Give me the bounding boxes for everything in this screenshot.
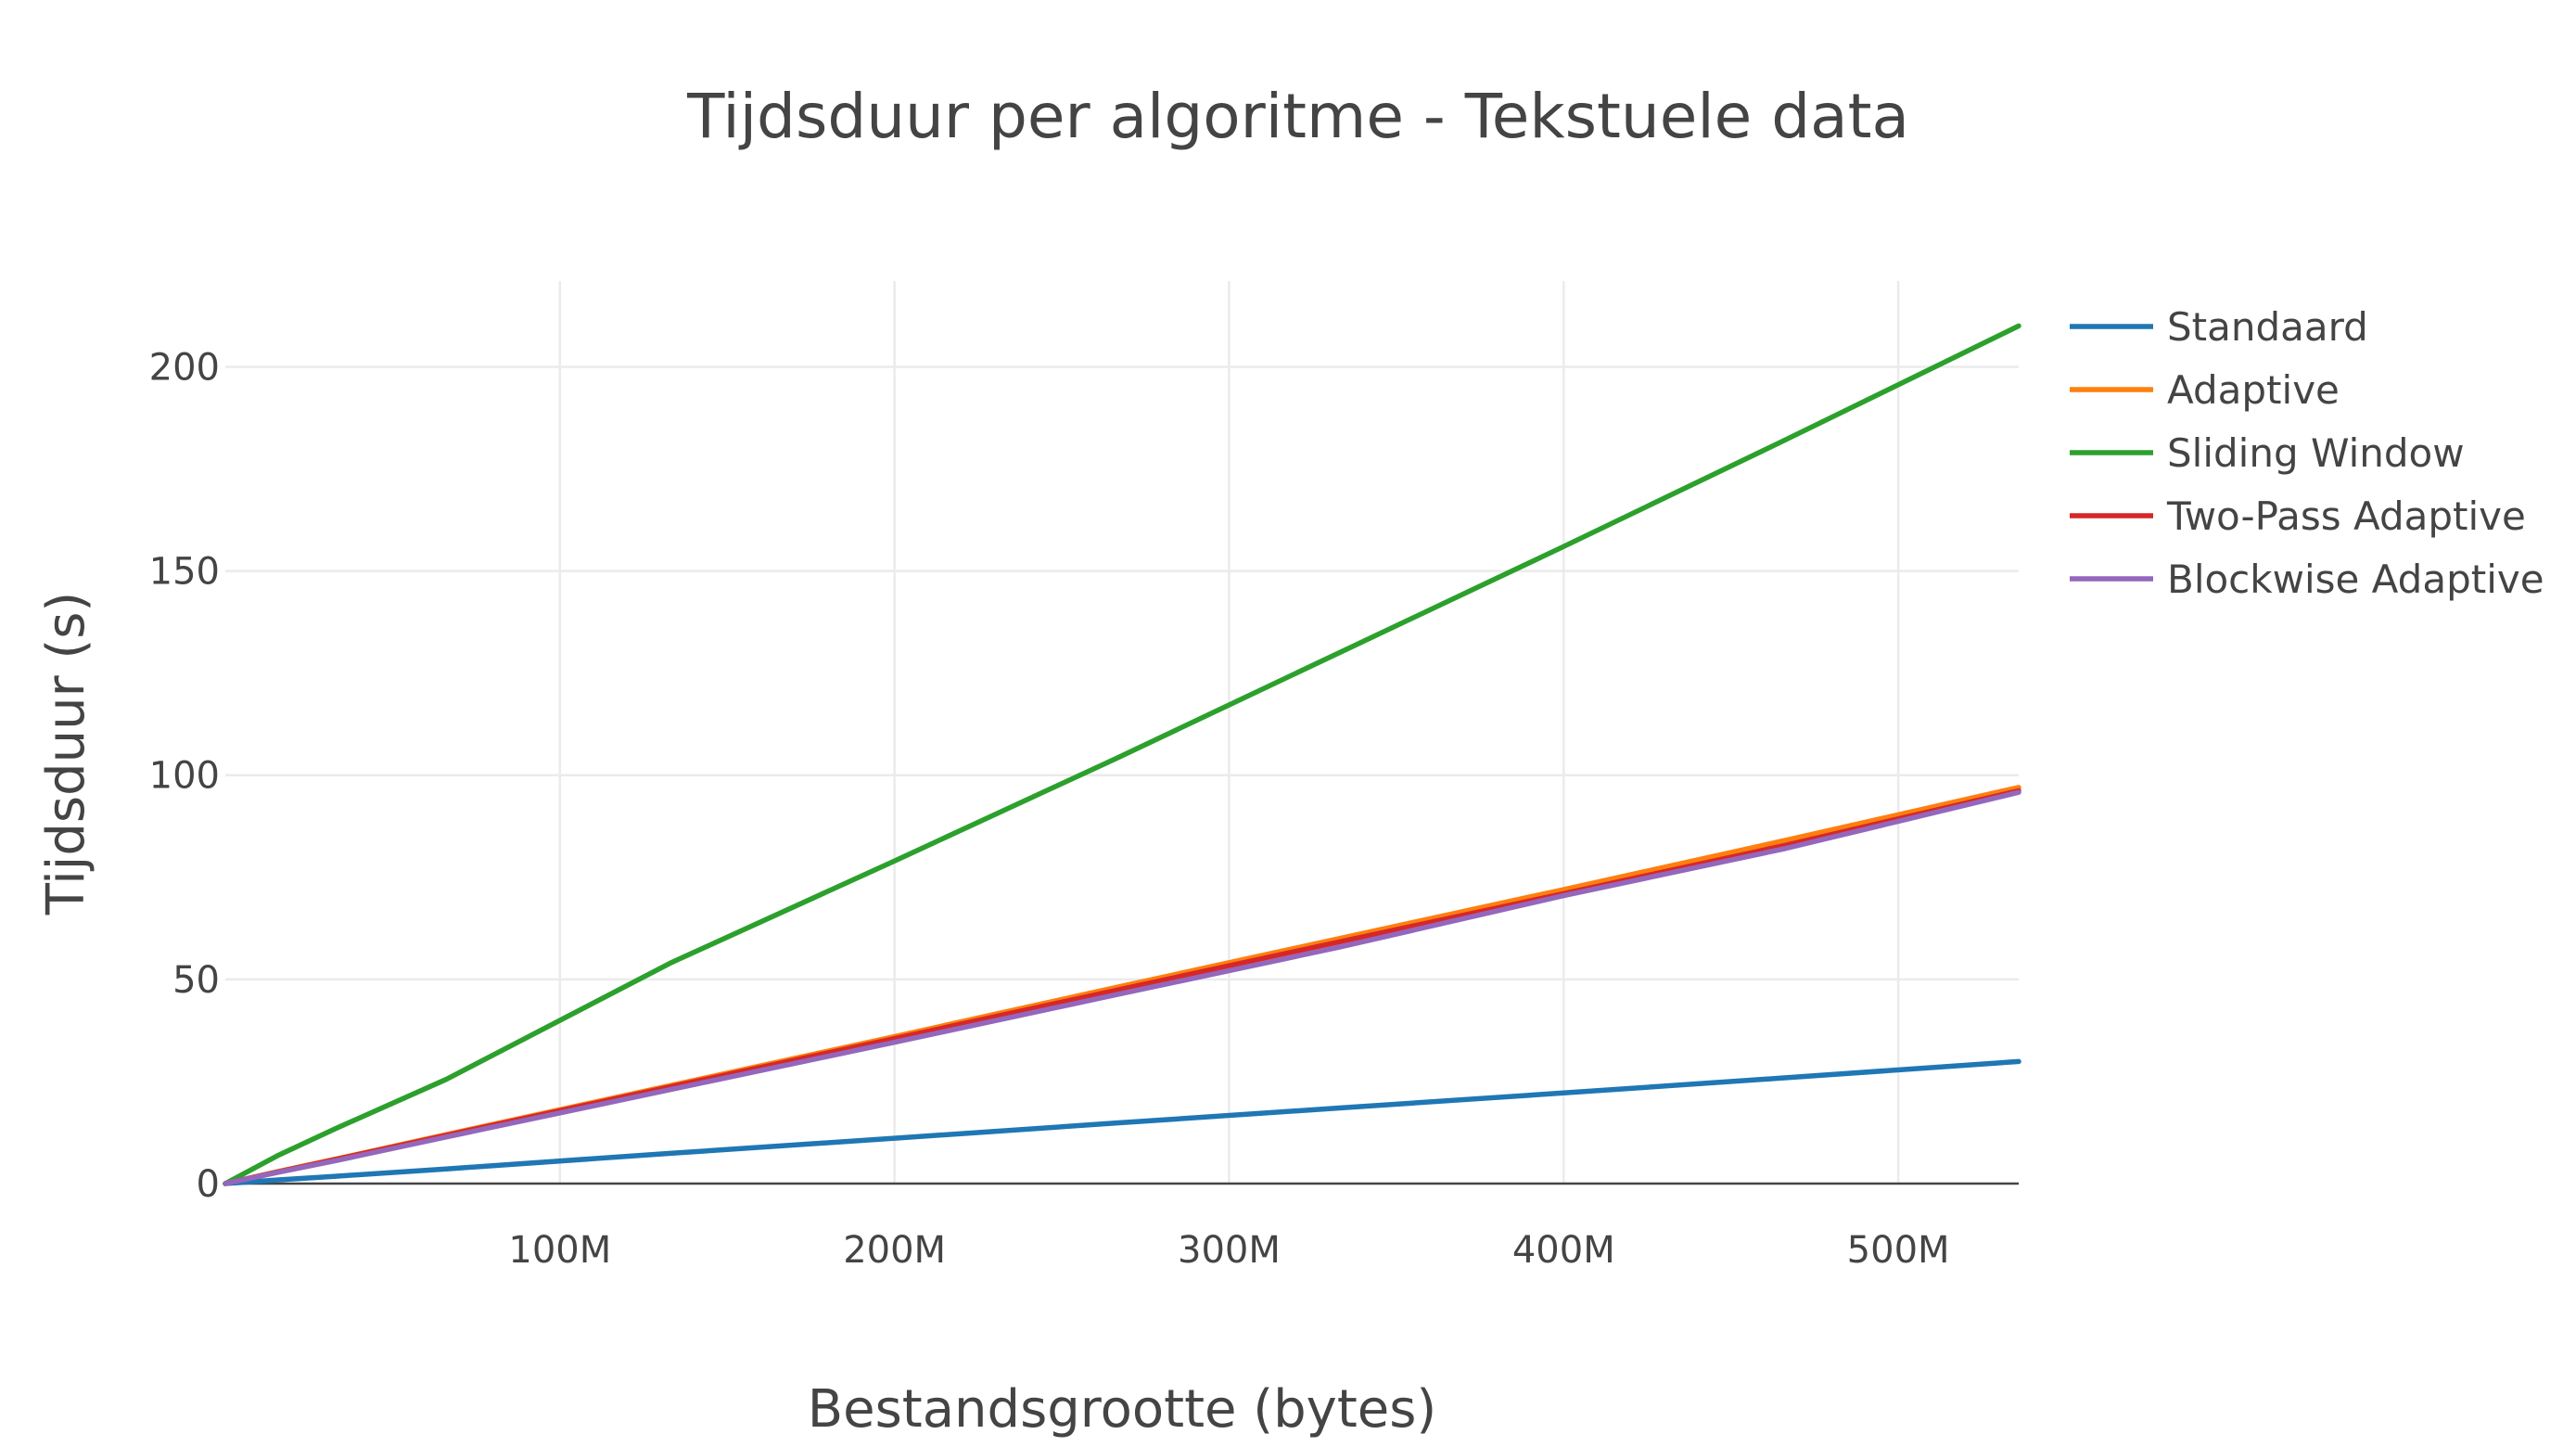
series-line-standaard (223, 1058, 2021, 1186)
y-tick-label: 200 (149, 346, 220, 389)
legend[interactable]: Standaard Adaptive Sliding Window Two-Pass … (2070, 304, 2544, 602)
legend-label: Blockwise Adaptive (2167, 557, 2544, 602)
legend-label: Adaptive (2167, 367, 2340, 413)
x-tick-label: 300M (1178, 1229, 1281, 1272)
x-axis-ticks: 100M 200M 300M 400M 500M (508, 1229, 1949, 1272)
legend-label: Two-Pass Adaptive (2166, 493, 2526, 539)
x-tick-label: 100M (508, 1229, 611, 1272)
series-layer (223, 323, 2021, 1186)
y-tick-label: 150 (149, 551, 220, 594)
legend-item[interactable]: Standaard (2070, 304, 2368, 350)
x-tick-label: 400M (1512, 1229, 1615, 1272)
series-line-sliding-window (223, 323, 2021, 1186)
chart-title: Tijdsduur per algoritme - Tekstuele data (686, 81, 1909, 152)
y-tick-label: 50 (172, 959, 220, 1002)
y-axis-ticks: 0 50 100 150 200 (149, 346, 220, 1206)
x-tick-label: 200M (843, 1229, 946, 1272)
legend-item[interactable]: Sliding Window (2070, 430, 2465, 476)
x-tick-label: 500M (1847, 1229, 1950, 1272)
legend-label: Standaard (2167, 304, 2368, 350)
legend-item[interactable]: Two-Pass Adaptive (2070, 493, 2526, 539)
y-tick-label: 0 (197, 1163, 220, 1206)
legend-label: Sliding Window (2167, 430, 2465, 476)
legend-item[interactable]: Blockwise Adaptive (2070, 557, 2544, 602)
y-axis-title: Tijdsduur (s) (36, 592, 96, 916)
legend-item[interactable]: Adaptive (2070, 367, 2340, 413)
grid-layer (225, 281, 2019, 1185)
series-line-blockwise-adaptive (223, 789, 2021, 1186)
y-tick-label: 100 (149, 755, 220, 798)
x-axis-title: Bestandsgrootte (bytes) (808, 1379, 1437, 1440)
